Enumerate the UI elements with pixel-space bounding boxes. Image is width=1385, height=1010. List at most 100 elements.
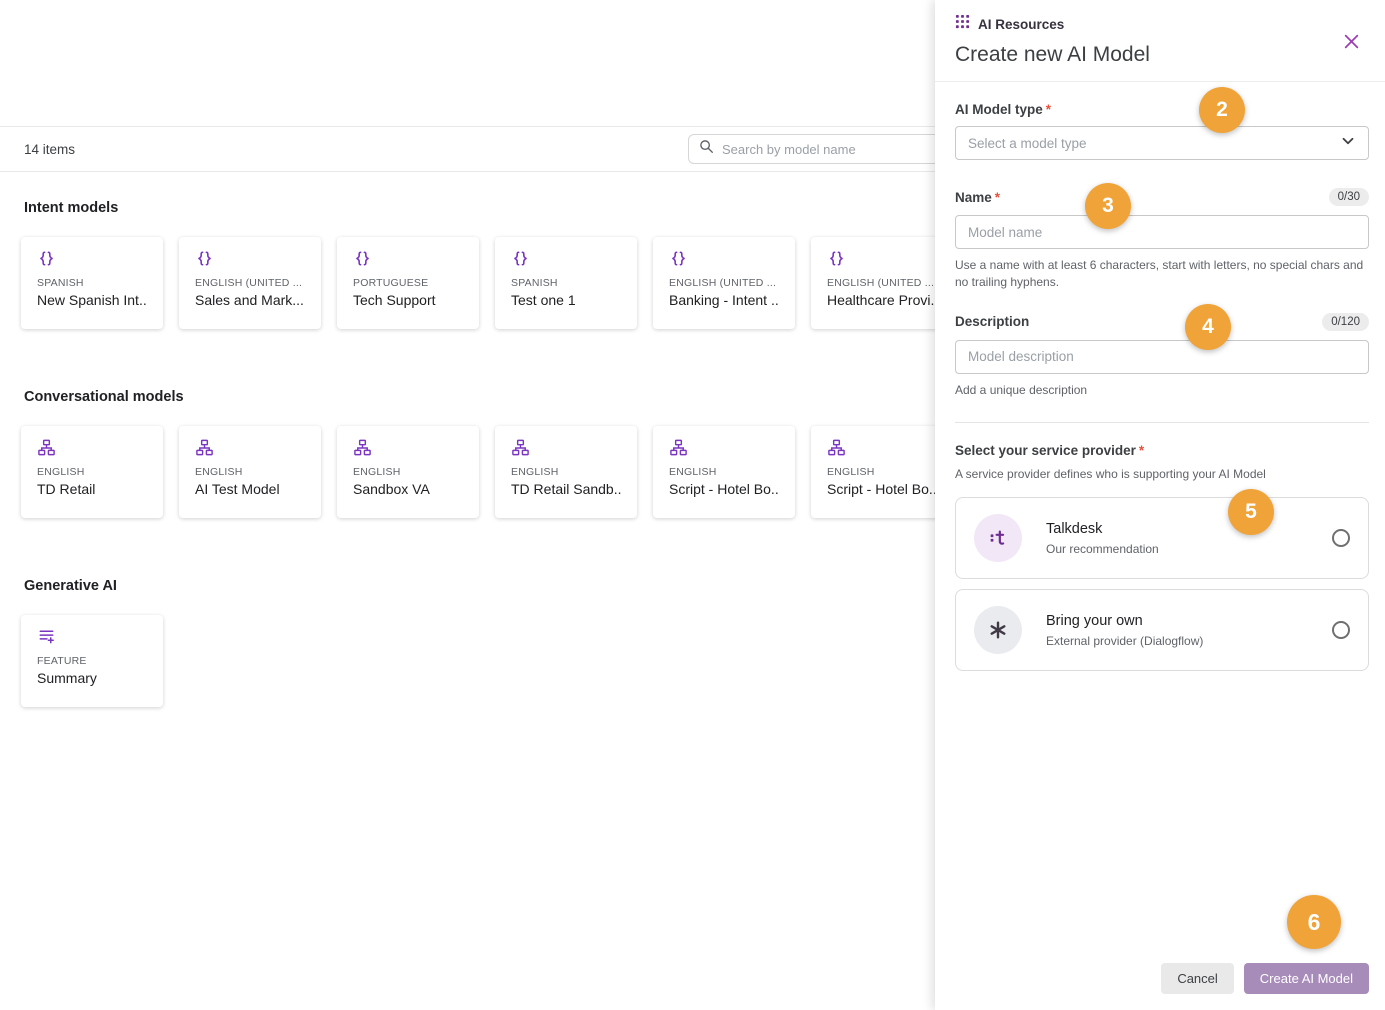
model-card[interactable]: SPANISH Test one 1 <box>495 237 637 329</box>
description-field: Description 0/120 Add a unique descripti… <box>955 313 1369 399</box>
required-asterisk: * <box>995 190 1000 205</box>
conversational-model-icon <box>511 438 621 458</box>
model-name: Tech Support <box>353 292 463 308</box>
model-name: Summary <box>37 670 147 686</box>
model-language-tag: ENGLISH <box>37 466 147 478</box>
panel-title: Create new AI Model <box>955 43 1369 67</box>
model-name: TD Retail Sandb... <box>511 481 621 497</box>
search-icon <box>699 139 714 159</box>
model-language-tag: ENGLISH <box>669 466 779 478</box>
intent-model-icon <box>669 249 779 269</box>
description-helper-text: Add a unique description <box>955 382 1369 399</box>
model-language-tag: ENGLISH (UNITED ... <box>827 277 937 289</box>
model-name: Healthcare Provi... <box>827 292 937 308</box>
cancel-button[interactable]: Cancel <box>1161 963 1233 994</box>
model-card[interactable]: ENGLISH Script - Hotel Bo... <box>653 426 795 518</box>
chevron-down-icon <box>1340 133 1356 154</box>
name-field: Name * 0/30 Use a name with at least 6 c… <box>955 188 1369 291</box>
step-badge-5: 5 <box>1228 489 1274 535</box>
intent-model-icon <box>195 249 305 269</box>
intent-model-icon <box>511 249 621 269</box>
step-badge-4: 4 <box>1185 304 1231 350</box>
name-char-counter: 0/30 <box>1329 188 1369 206</box>
provider-subtitle: External provider (Dialogflow) <box>1046 634 1203 648</box>
model-card[interactable]: SPANISH New Spanish Int... <box>21 237 163 329</box>
model-language-tag: ENGLISH (UNITED ... <box>669 277 779 289</box>
section-divider <box>955 422 1369 423</box>
model-card[interactable]: ENGLISH Script - Hotel Bo... <box>811 426 953 518</box>
provider-title: Talkdesk <box>1046 521 1159 537</box>
intent-model-icon <box>827 249 937 269</box>
panel-header: AI Resources Create new AI Model <box>935 0 1385 82</box>
model-card[interactable]: ENGLISH Sandbox VA <box>337 426 479 518</box>
model-name: Sales and Mark... <box>195 292 305 308</box>
model-language-tag: FEATURE <box>37 655 147 667</box>
external-provider-icon <box>974 606 1022 654</box>
intent-model-icon <box>353 249 463 269</box>
model-name: Banking - Intent ... <box>669 292 779 308</box>
conversational-model-icon <box>669 438 779 458</box>
intent-model-icon <box>37 249 147 269</box>
provider-subtitle: Our recommendation <box>1046 542 1159 556</box>
provider-label: Select your service provider <box>955 443 1136 458</box>
model-card[interactable]: PORTUGUESE Tech Support <box>337 237 479 329</box>
model-card[interactable]: ENGLISH AI Test Model <box>179 426 321 518</box>
model-language-tag: SPANISH <box>511 277 621 289</box>
model-language-tag: ENGLISH <box>827 466 937 478</box>
name-input[interactable] <box>955 215 1369 249</box>
talkdesk-logo-icon <box>974 514 1022 562</box>
model-card[interactable]: ENGLISH (UNITED ... Sales and Mark... <box>179 237 321 329</box>
required-asterisk: * <box>1139 443 1144 458</box>
model-language-tag: ENGLISH (UNITED ... <box>195 277 305 289</box>
description-label: Description <box>955 314 1029 329</box>
model-type-select[interactable]: Select a model type <box>955 126 1369 160</box>
summary-feature-icon <box>37 627 147 647</box>
talkdesk-radio[interactable] <box>1332 529 1350 547</box>
description-char-counter: 0/120 <box>1322 313 1369 331</box>
model-name: Test one 1 <box>511 292 621 308</box>
model-language-tag: PORTUGUESE <box>353 277 463 289</box>
model-name: New Spanish Int... <box>37 292 147 308</box>
bring-your-own-radio[interactable] <box>1332 621 1350 639</box>
model-name: Script - Hotel Bo... <box>827 481 937 497</box>
model-name: TD Retail <box>37 481 147 497</box>
model-card[interactable]: ENGLISH (UNITED ... Banking - Intent ... <box>653 237 795 329</box>
model-type-placeholder: Select a model type <box>968 136 1340 151</box>
model-language-tag: SPANISH <box>37 277 147 289</box>
close-icon[interactable] <box>1339 29 1363 53</box>
model-language-tag: ENGLISH <box>511 466 621 478</box>
step-badge-6: 6 <box>1287 895 1341 949</box>
step-badge-3: 3 <box>1085 183 1131 229</box>
conversational-model-icon <box>827 438 937 458</box>
provider-helper-text: A service provider defines who is suppor… <box>955 466 1369 483</box>
model-language-tag: ENGLISH <box>353 466 463 478</box>
step-badge-2: 2 <box>1199 87 1245 133</box>
model-card[interactable]: ENGLISH (UNITED ... Healthcare Provi... <box>811 237 953 329</box>
panel-footer: Cancel Create AI Model <box>1161 963 1369 994</box>
model-card[interactable]: ENGLISH TD Retail <box>21 426 163 518</box>
create-ai-model-button[interactable]: Create AI Model <box>1244 963 1369 994</box>
model-card[interactable]: ENGLISH TD Retail Sandb... <box>495 426 637 518</box>
model-type-field: AI Model type * Select a model type <box>955 102 1369 160</box>
model-card[interactable]: FEATURE Summary <box>21 615 163 707</box>
service-provider-field: Select your service provider * A service… <box>955 443 1369 671</box>
conversational-model-icon <box>353 438 463 458</box>
panel-body: AI Model type * Select a model type Name… <box>935 82 1385 671</box>
grid-icon <box>955 14 970 34</box>
items-count: 14 items <box>24 142 75 157</box>
required-asterisk: * <box>1046 102 1051 117</box>
provider-title: Bring your own <box>1046 613 1203 629</box>
name-label: Name <box>955 190 992 205</box>
provider-option-bring-your-own[interactable]: Bring your own External provider (Dialog… <box>955 589 1369 671</box>
model-language-tag: ENGLISH <box>195 466 305 478</box>
app-title: AI Resources <box>978 17 1064 32</box>
conversational-model-icon <box>195 438 305 458</box>
description-input[interactable] <box>955 340 1369 374</box>
model-name: AI Test Model <box>195 481 305 497</box>
model-name: Sandbox VA <box>353 481 463 497</box>
conversational-model-icon <box>37 438 147 458</box>
name-helper-text: Use a name with at least 6 characters, s… <box>955 257 1369 291</box>
model-type-label: AI Model type <box>955 102 1043 117</box>
provider-option-talkdesk[interactable]: Talkdesk Our recommendation <box>955 497 1369 579</box>
create-ai-model-panel: AI Resources Create new AI Model AI Mode… <box>935 0 1385 1010</box>
